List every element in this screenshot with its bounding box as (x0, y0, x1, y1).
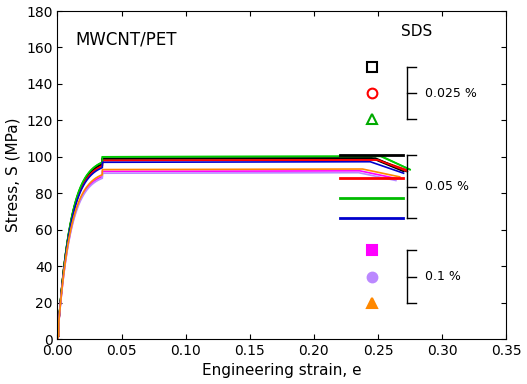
Y-axis label: Stress, S (MPa): Stress, S (MPa) (6, 118, 21, 232)
Text: MWCNT/PET: MWCNT/PET (75, 31, 177, 49)
Text: SDS: SDS (401, 24, 432, 39)
Text: 0.025 %: 0.025 % (425, 86, 477, 99)
X-axis label: Engineering strain, e: Engineering strain, e (202, 363, 362, 379)
Text: 0.1 %: 0.1 % (425, 270, 461, 283)
Text: 0.05 %: 0.05 % (425, 180, 470, 193)
